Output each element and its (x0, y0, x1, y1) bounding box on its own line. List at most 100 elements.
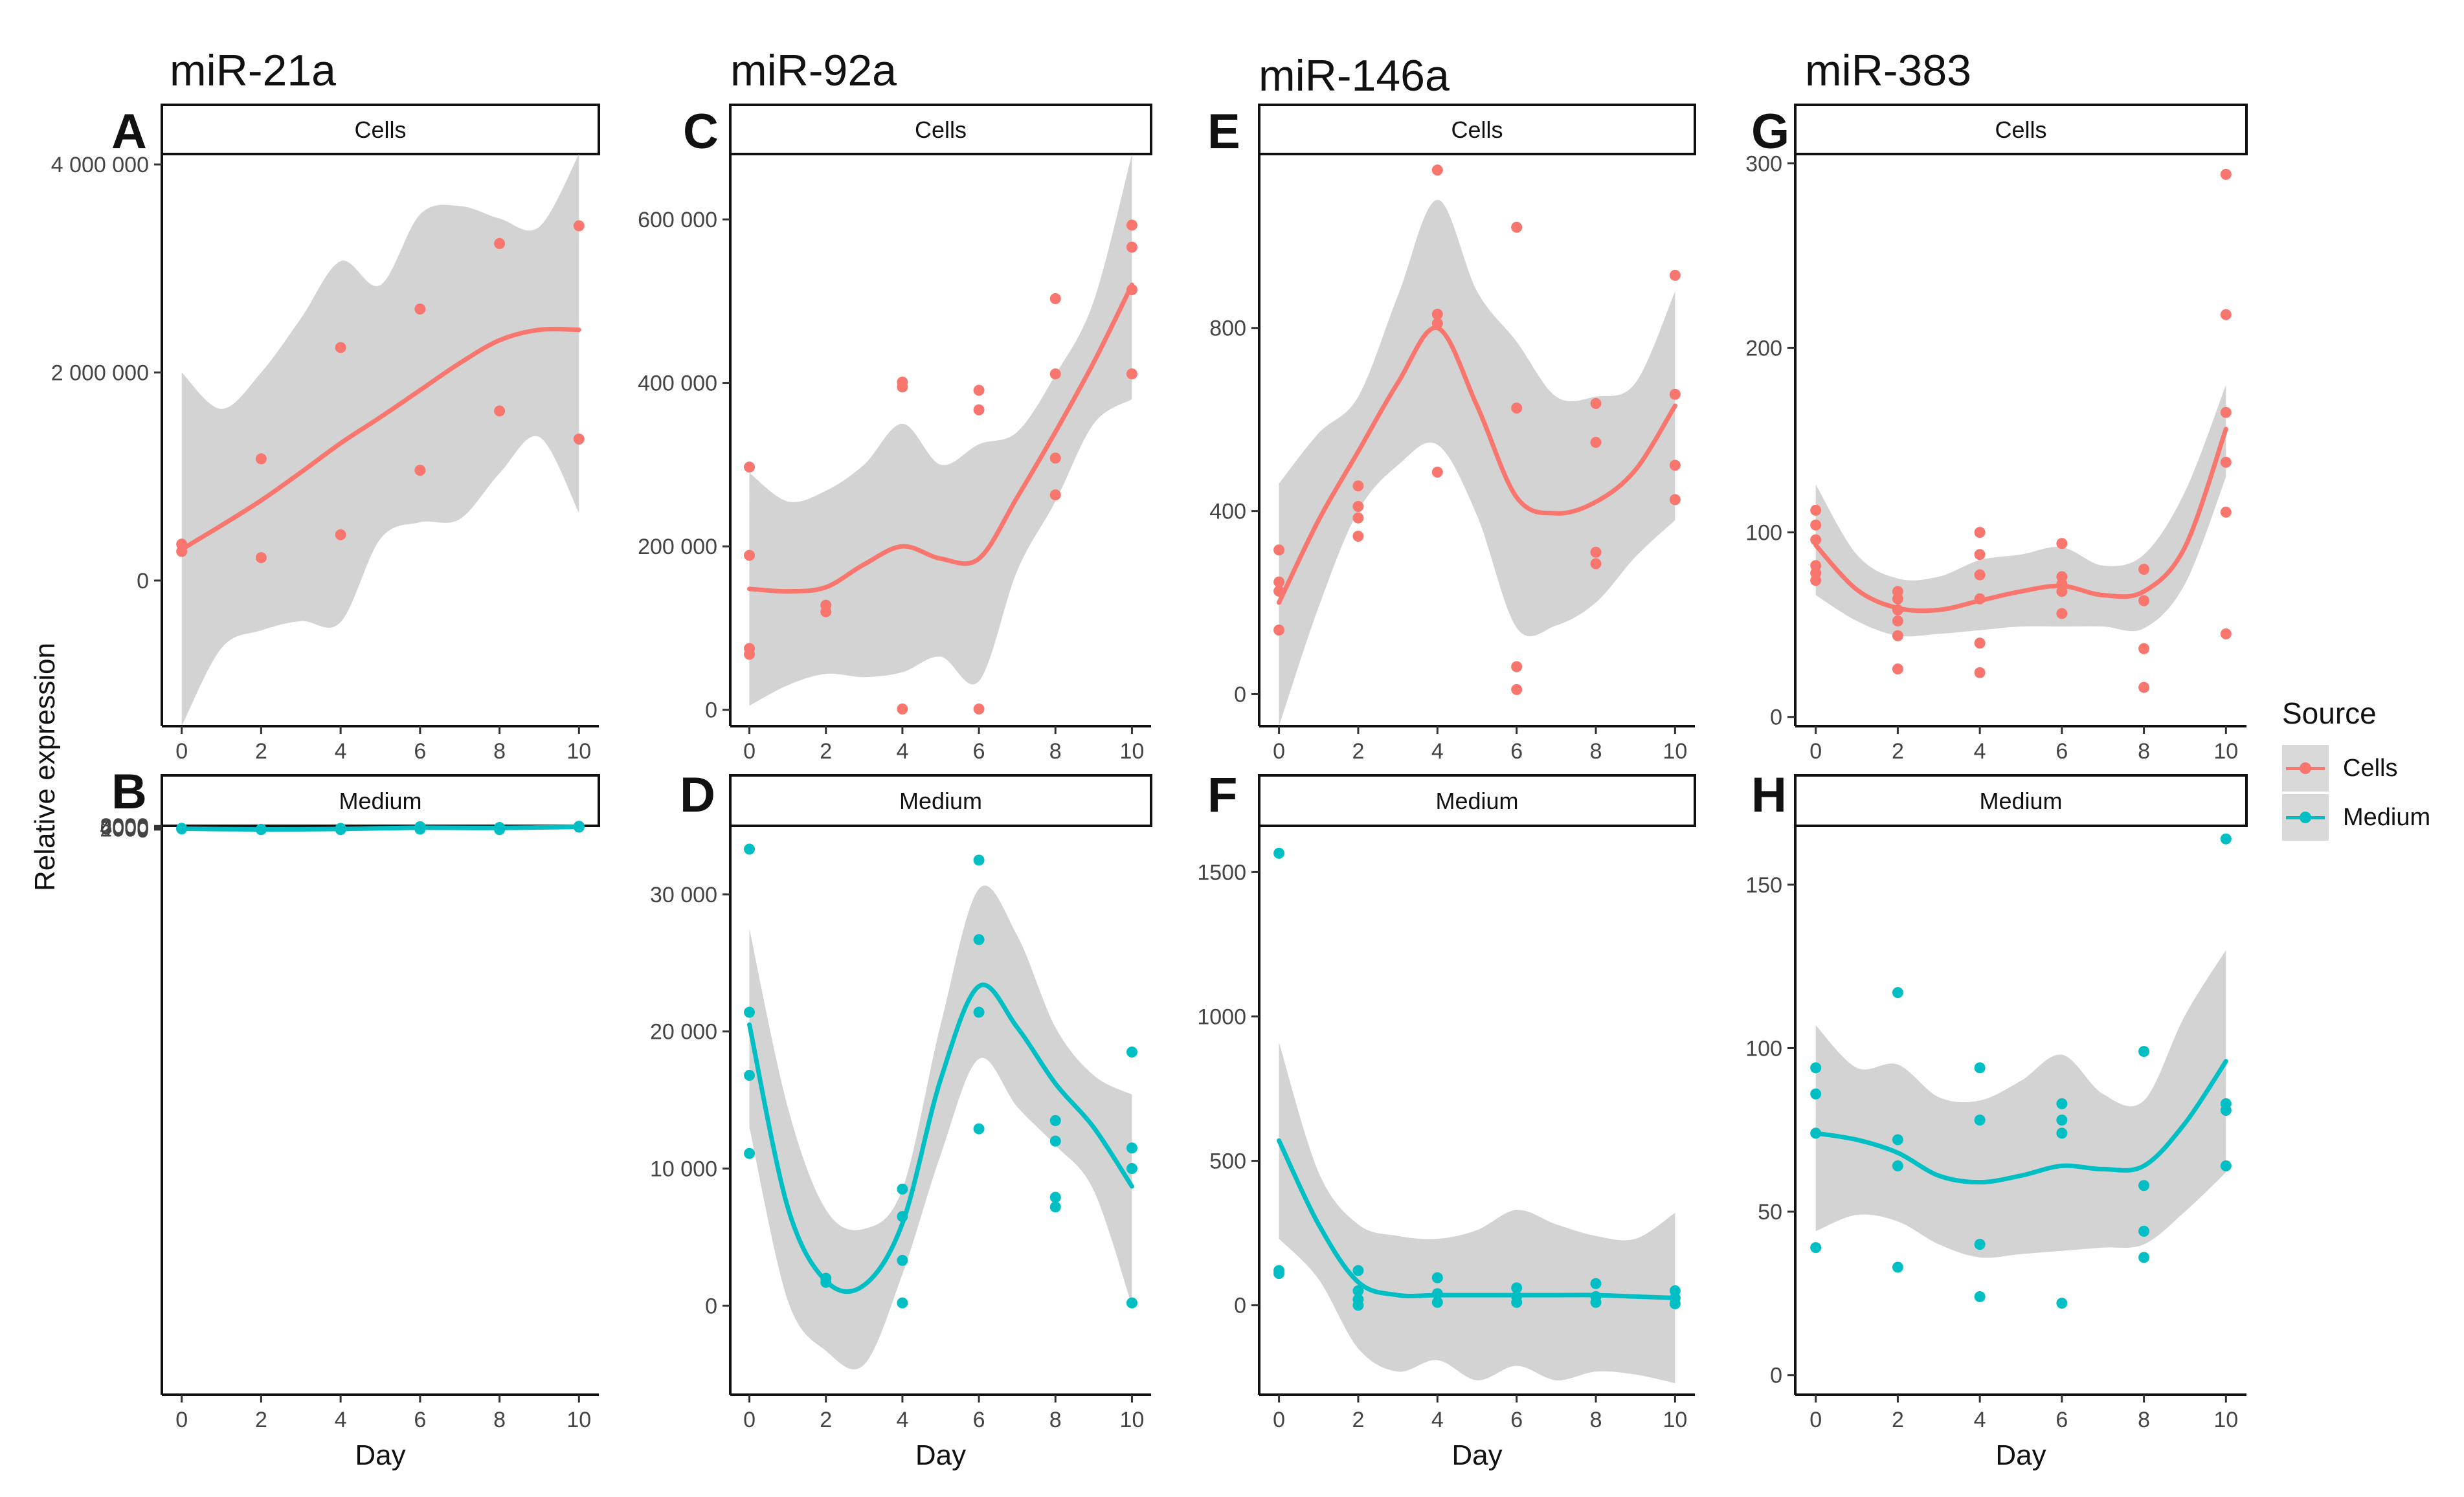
data-point (1810, 575, 1822, 586)
smooth-line (747, 282, 1134, 594)
data-point (2138, 1046, 2150, 1058)
x-tick-label: 2 (1352, 739, 1364, 764)
data-point (2220, 456, 2232, 468)
x-axis-title: Day (1995, 1439, 2046, 1471)
y-tick-label: 30 000 (650, 883, 717, 907)
data-point (744, 843, 756, 855)
x-tick-label: 10 (566, 739, 591, 764)
data-point (744, 549, 756, 561)
x-tick-label: 6 (2055, 1408, 2068, 1432)
data-point (255, 453, 267, 465)
data-point (176, 823, 188, 835)
y-tick-label: 1500 (1197, 860, 1246, 885)
facet-strip-label: Medium (899, 788, 982, 814)
legend-key-cells (2282, 745, 2329, 792)
data-point (744, 1006, 756, 1018)
data-point (1669, 460, 1681, 471)
data-point (1590, 1278, 1602, 1289)
data-point (2138, 682, 2150, 693)
data-point (1810, 1242, 1822, 1254)
y-tick-label: 6000 (100, 815, 149, 840)
legend-key-medium (2282, 794, 2329, 841)
panel-letter-h: H (1751, 768, 1787, 823)
y-tick-label: 300 (1745, 151, 1782, 176)
facet-strip (729, 774, 1152, 827)
facet-strip-label: Cells (354, 116, 406, 143)
confidence-band (1279, 1042, 1675, 1384)
x-tick-label: 2 (820, 1408, 832, 1432)
legend-item-medium: Medium (2282, 793, 2430, 842)
facet-strip-label: Cells (915, 116, 967, 143)
panel-h: Medium 0 50 100 150 0 2 4 6 8 10 Day (1745, 774, 2248, 1471)
y-tick-label: 500 (1209, 1149, 1246, 1174)
data-point (1049, 489, 1061, 501)
data-point (973, 1006, 985, 1018)
x-tick-label: 8 (2138, 739, 2150, 764)
data-point (973, 934, 985, 946)
x-tick-label: 2 (255, 1408, 267, 1432)
x-tick-label: 10 (1663, 1408, 1687, 1432)
data-point (1273, 576, 1285, 588)
facet-strip (1794, 774, 2248, 827)
data-point (1669, 494, 1681, 505)
data-point (2138, 643, 2150, 654)
x-axis-title: Day (355, 1439, 405, 1471)
data-point (1126, 241, 1137, 253)
data-point (1892, 1160, 1903, 1171)
x-tick-label: 8 (1590, 1408, 1602, 1432)
x-tick-label: 10 (1120, 1408, 1145, 1432)
data-point (1974, 569, 1986, 581)
y-tick-label: 200 000 (638, 535, 717, 559)
data-point (1974, 593, 1986, 604)
data-point (1352, 1265, 1364, 1276)
x-tick-label: 10 (1120, 739, 1145, 764)
data-point (973, 384, 985, 396)
facet-strip (161, 104, 600, 155)
x-axis-title: Day (1451, 1439, 1502, 1471)
data-point (1352, 1285, 1364, 1296)
data-point (335, 824, 346, 836)
x-tick-label: 2 (820, 739, 832, 764)
data-point (1352, 480, 1364, 492)
data-point (2220, 406, 2232, 418)
panel-e: Cells 0 400 800 0 2 4 6 8 10 (1209, 104, 1696, 764)
panel-letter-a: A (111, 104, 147, 159)
x-tick-label: 4 (896, 739, 908, 764)
data-point (573, 821, 585, 833)
data-point (744, 1148, 756, 1159)
data-point (2056, 586, 2068, 597)
data-point (1431, 1272, 1443, 1283)
data-point (897, 1254, 908, 1266)
data-point (335, 342, 346, 353)
data-point (176, 538, 188, 550)
panel-a: Cells 0 2 000 000 4 000 000 0 2 4 6 8 10 (51, 104, 600, 764)
data-point (1810, 504, 1822, 516)
smooth-line (1277, 326, 1677, 605)
data-point (255, 824, 267, 836)
x-tick-label: 0 (743, 739, 756, 764)
x-tick-label: 6 (973, 739, 985, 764)
data-point (820, 1276, 832, 1288)
y-tick-label: 4000 (100, 816, 149, 841)
data-point (1273, 847, 1285, 859)
data-point (1049, 293, 1061, 305)
x-tick-label: 10 (1663, 739, 1687, 764)
data-point (1049, 1201, 1061, 1213)
y-tick-label: 200 (1745, 336, 1782, 360)
data-point (1892, 663, 1903, 675)
data-point (1126, 1297, 1137, 1309)
data-point (1273, 585, 1285, 597)
facet-strip-label: Medium (1435, 788, 1518, 814)
data-point (2056, 1114, 2068, 1126)
data-point (1273, 1268, 1285, 1280)
data-point (1669, 269, 1681, 281)
y-tick-label: 150 (1745, 873, 1782, 898)
data-point (1126, 284, 1137, 296)
legend-label-cells: Cells (2343, 754, 2398, 782)
data-point (1810, 534, 1822, 546)
data-point (1810, 1127, 1822, 1139)
panel-letter-g: G (1751, 104, 1790, 159)
data-point (1892, 1134, 1903, 1146)
data-point (1892, 1261, 1903, 1273)
